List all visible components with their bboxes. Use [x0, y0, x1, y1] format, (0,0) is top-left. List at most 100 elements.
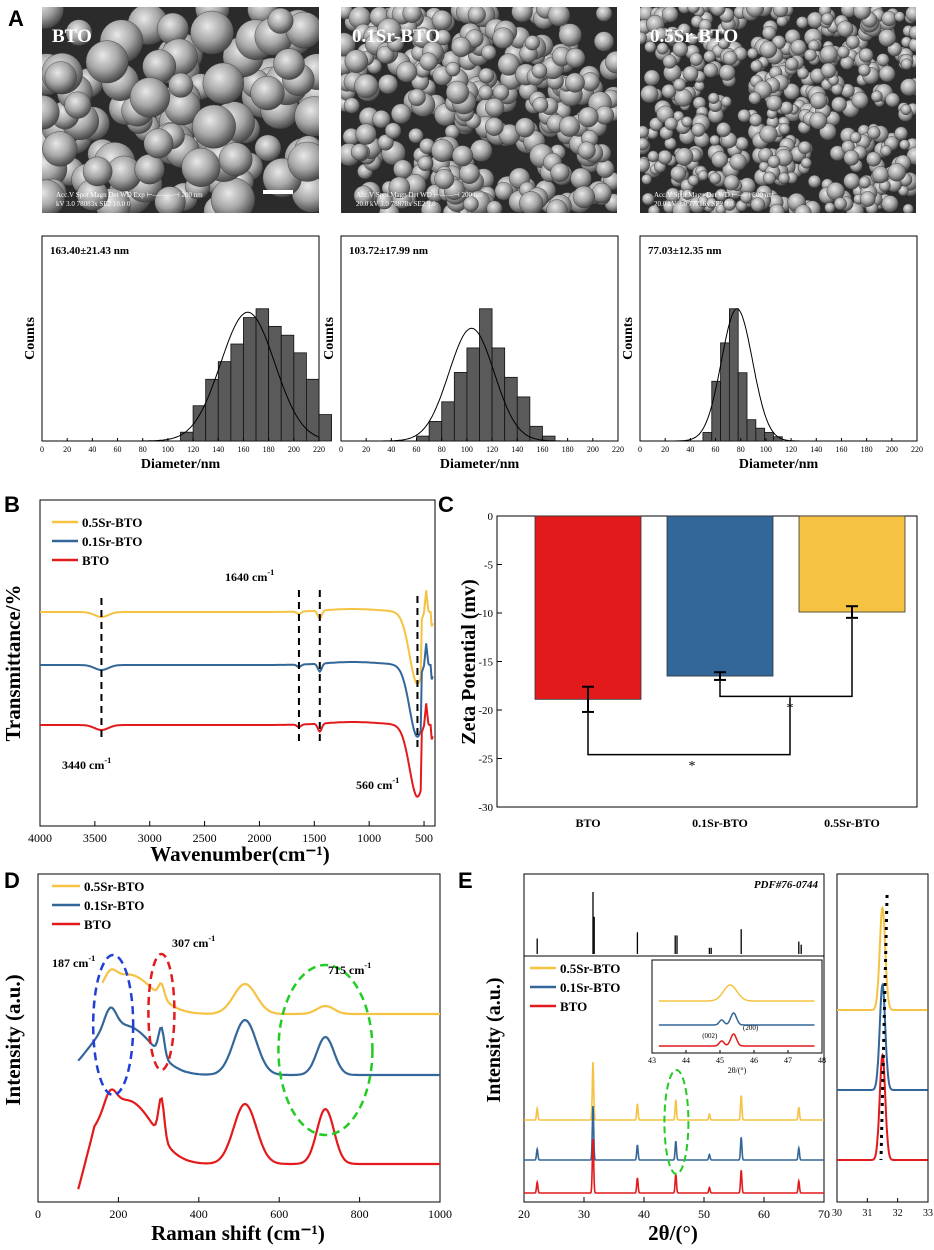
y-tick-label: -15 — [478, 657, 493, 669]
particle — [729, 153, 747, 171]
x-tick-label: 60 — [712, 445, 720, 454]
particle — [674, 88, 693, 107]
particle — [42, 95, 60, 130]
gaussian-fit-curve — [640, 308, 917, 442]
plot-frame — [37, 873, 441, 1203]
x-tick-label: 70 — [818, 1207, 830, 1221]
x-tick-label: 60 — [413, 445, 421, 454]
particle — [772, 7, 789, 18]
x-tick-label: 2500 — [193, 831, 217, 845]
x-tick-label: 800 — [351, 1207, 369, 1221]
y-tick-label: -10 — [478, 608, 493, 620]
x-tick-label: 200 — [109, 1207, 127, 1221]
histogram-bar — [441, 401, 455, 442]
x-tick-label: 30 — [578, 1207, 590, 1221]
x-axis-label: Raman shift (cm⁻¹) — [151, 1221, 325, 1245]
histogram-bar — [192, 405, 207, 442]
y-axis-label: Intensity (a.u.) — [1, 974, 25, 1105]
particle — [378, 74, 398, 95]
particle — [748, 113, 763, 127]
legend-label: BTO — [84, 917, 111, 932]
x-tick-label: 140 — [212, 445, 224, 454]
particle — [876, 53, 890, 67]
particle — [547, 7, 571, 27]
histogram-01sr-bto: 0 20 40 60 80 100 120 140 160 180 200 220 103.72±17.… — [322, 235, 624, 472]
particle — [294, 96, 319, 137]
significance-star: * — [787, 701, 794, 716]
inset-tick-label: 47 — [784, 1056, 792, 1065]
particle — [750, 197, 766, 212]
inset-series-line — [658, 1012, 815, 1026]
inset-series-line — [658, 984, 815, 1002]
particle — [250, 75, 285, 111]
particle — [880, 145, 892, 157]
particle — [640, 137, 649, 151]
particle — [168, 72, 194, 98]
zoom-tick-label: 32 — [893, 1208, 903, 1219]
particle — [85, 40, 129, 84]
particle — [463, 196, 479, 212]
panel-letter-d: D — [4, 868, 20, 893]
particle — [820, 45, 838, 64]
particle — [687, 174, 700, 187]
particle — [722, 50, 738, 66]
particle — [565, 72, 585, 93]
highlight-ellipse — [91, 953, 135, 1097]
peak-annotation: 715 cm-1 — [328, 961, 371, 977]
particle — [42, 179, 65, 213]
particle — [641, 174, 652, 185]
particle — [572, 185, 595, 209]
particle — [643, 69, 661, 86]
sem-image-01sr-bto: 0.1Sr-BTO Acc.V Spot Magn Det WD ⊢——⊣ 20… — [341, 7, 617, 213]
particle — [894, 126, 908, 141]
y-axis-label: Zeta Potential (mv) — [458, 579, 480, 745]
histogram-bar — [737, 372, 748, 442]
particle — [408, 88, 426, 107]
histogram-bto: 0 20 40 60 80 100 120 140 160 180 200 220 163.40±21.… — [23, 235, 332, 472]
particle — [190, 10, 234, 55]
particle — [143, 128, 174, 159]
particle — [640, 125, 649, 139]
particle — [778, 172, 790, 184]
histogram-bar — [268, 325, 282, 442]
x-tick-label: 100 — [162, 445, 174, 454]
mean-size-label: 163.40±21.43 nm — [50, 245, 129, 257]
y-axis-label: Intensity (a.u.) — [483, 977, 505, 1102]
particle — [134, 154, 165, 185]
xrd-chart: Intensity (a.u.) 2θ/(°) 20 30 40 50 60 70 PDF#… — [483, 873, 933, 1245]
particle — [682, 65, 699, 82]
particle — [790, 39, 807, 56]
particle — [858, 47, 874, 63]
y-tick-label: -30 — [478, 802, 493, 814]
particle — [843, 172, 861, 190]
particle — [154, 186, 186, 213]
particle — [831, 96, 847, 113]
particle — [647, 205, 661, 213]
particle — [546, 199, 568, 213]
particle — [675, 147, 694, 166]
particle — [673, 78, 687, 92]
mean-size-label: 77.03±12.35 nm — [648, 245, 722, 257]
particle — [806, 11, 824, 29]
particle — [419, 52, 438, 71]
x-tick-label: 220 — [612, 445, 624, 454]
particle — [396, 61, 418, 83]
raman-chart: Intensity (a.u.) Raman shift (cm⁻¹) 0 200… — [1, 873, 452, 1245]
particle — [853, 7, 871, 20]
legend-label: BTO — [82, 553, 109, 568]
particle — [899, 139, 910, 150]
sem-image-05sr-bto: 0.5Sr-BTO Acc.V Spot Magn Det WD ⊢—⊣ 200… — [640, 7, 916, 213]
x-tick-label: 120 — [785, 445, 797, 454]
inset-tick-label: 43 — [648, 1056, 656, 1065]
particle — [661, 84, 677, 99]
legend-label: 0.5Sr-BTO — [84, 879, 144, 894]
particle — [900, 58, 913, 70]
particle — [273, 48, 305, 80]
particle — [287, 141, 319, 182]
particle — [706, 197, 717, 209]
particle — [798, 140, 812, 155]
particle — [344, 49, 368, 73]
x-tick-label: 3500 — [83, 831, 107, 845]
particle — [670, 165, 686, 182]
particle — [594, 31, 615, 52]
